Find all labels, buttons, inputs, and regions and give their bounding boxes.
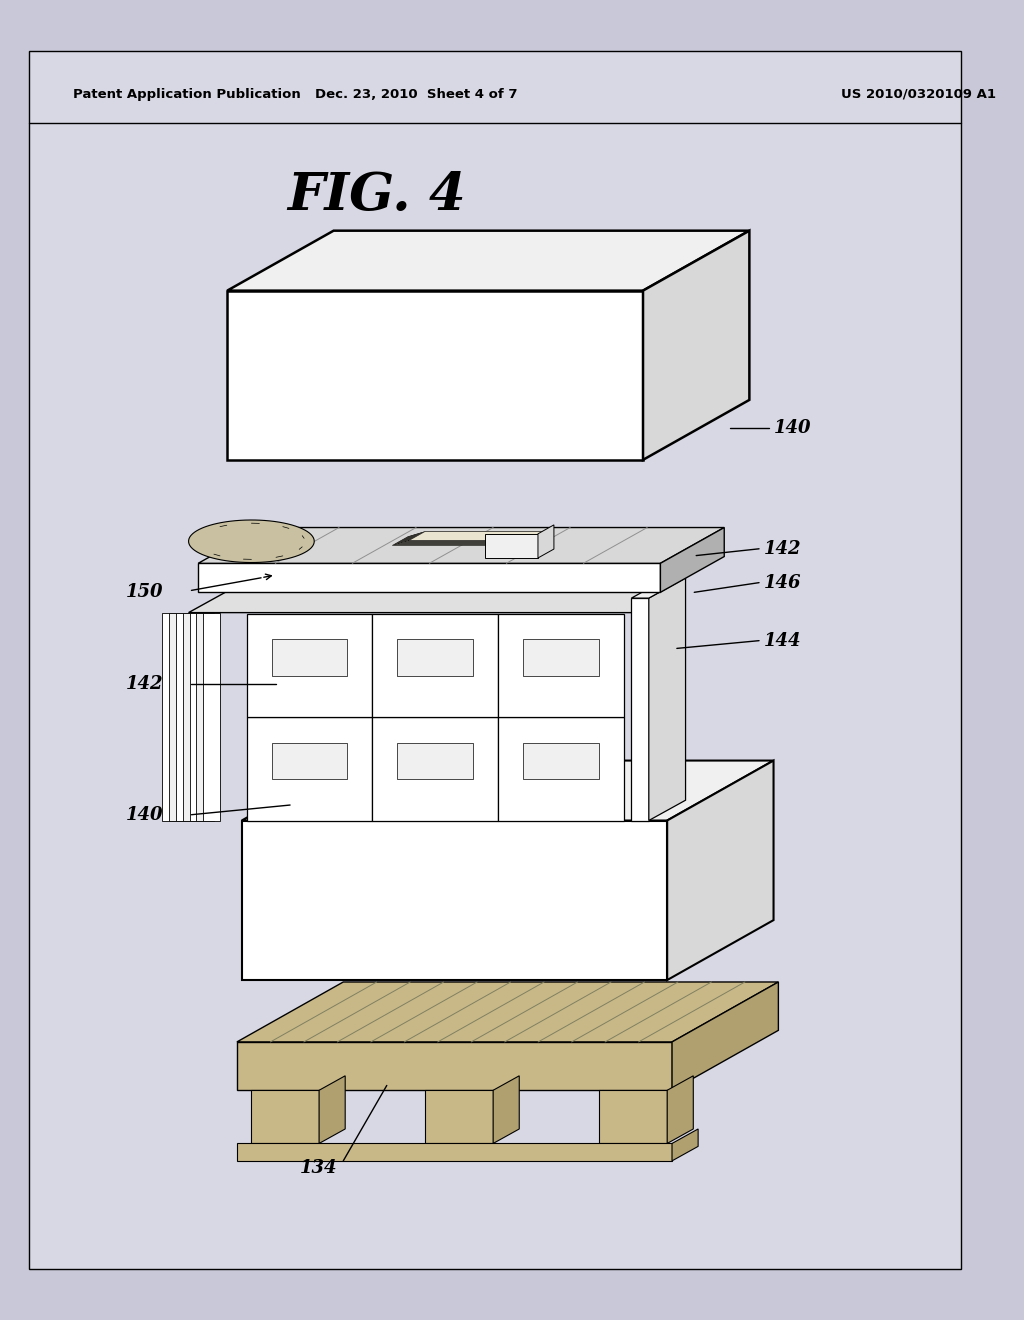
Polygon shape: [271, 639, 347, 676]
Polygon shape: [188, 520, 314, 562]
Polygon shape: [643, 231, 750, 459]
Polygon shape: [668, 1076, 693, 1143]
Polygon shape: [400, 533, 543, 543]
Text: 134: 134: [300, 1159, 337, 1176]
Polygon shape: [242, 760, 773, 821]
Polygon shape: [395, 536, 538, 544]
Polygon shape: [319, 1076, 345, 1143]
Polygon shape: [498, 614, 624, 717]
Polygon shape: [668, 760, 773, 979]
Polygon shape: [494, 1076, 519, 1143]
Polygon shape: [227, 290, 643, 459]
Text: 140: 140: [773, 418, 811, 437]
Polygon shape: [373, 614, 498, 717]
Polygon shape: [199, 528, 724, 564]
Polygon shape: [402, 533, 544, 543]
Polygon shape: [189, 612, 207, 821]
Polygon shape: [237, 1143, 672, 1160]
Text: 144: 144: [764, 632, 802, 649]
Polygon shape: [498, 717, 624, 821]
Polygon shape: [399, 535, 541, 544]
Polygon shape: [632, 598, 649, 821]
Polygon shape: [538, 525, 554, 558]
Polygon shape: [406, 532, 548, 541]
Polygon shape: [199, 564, 660, 593]
Polygon shape: [397, 743, 473, 779]
Polygon shape: [227, 231, 750, 290]
Polygon shape: [672, 982, 778, 1090]
Polygon shape: [203, 612, 220, 821]
Polygon shape: [404, 533, 546, 543]
Polygon shape: [163, 612, 180, 821]
Text: FIG. 4: FIG. 4: [288, 170, 467, 222]
Polygon shape: [397, 535, 539, 544]
Text: 140: 140: [126, 805, 163, 824]
Text: Patent Application Publication: Patent Application Publication: [73, 88, 300, 100]
Text: Dec. 23, 2010  Sheet 4 of 7: Dec. 23, 2010 Sheet 4 of 7: [314, 88, 517, 100]
Polygon shape: [242, 821, 668, 979]
Polygon shape: [247, 717, 373, 821]
Polygon shape: [523, 639, 599, 676]
Polygon shape: [237, 1041, 672, 1090]
Polygon shape: [188, 593, 678, 612]
Polygon shape: [425, 1090, 494, 1143]
FancyBboxPatch shape: [29, 51, 962, 1269]
Polygon shape: [649, 578, 685, 821]
Polygon shape: [237, 982, 778, 1041]
Polygon shape: [484, 533, 538, 558]
Polygon shape: [672, 1129, 698, 1160]
Polygon shape: [176, 612, 194, 821]
Polygon shape: [408, 532, 549, 541]
Polygon shape: [169, 612, 186, 821]
Polygon shape: [599, 1090, 668, 1143]
Text: US 2010/0320109 A1: US 2010/0320109 A1: [842, 88, 996, 100]
Text: 142: 142: [764, 540, 802, 558]
Polygon shape: [410, 532, 551, 540]
Polygon shape: [373, 717, 498, 821]
Text: 142: 142: [126, 675, 163, 693]
Polygon shape: [660, 528, 724, 593]
Polygon shape: [523, 743, 599, 779]
Text: 146: 146: [764, 574, 802, 591]
Text: 150: 150: [126, 583, 163, 602]
Polygon shape: [632, 578, 685, 598]
Polygon shape: [252, 1090, 319, 1143]
Polygon shape: [182, 612, 200, 821]
Polygon shape: [394, 536, 536, 545]
Polygon shape: [397, 639, 473, 676]
Polygon shape: [197, 612, 214, 821]
Polygon shape: [392, 536, 534, 545]
Polygon shape: [247, 614, 373, 717]
Polygon shape: [271, 743, 347, 779]
